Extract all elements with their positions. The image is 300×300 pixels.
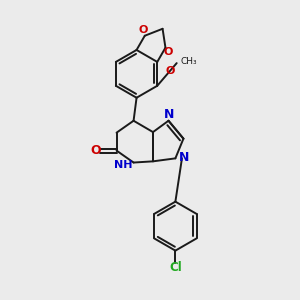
Text: O: O	[139, 26, 148, 35]
Text: O: O	[90, 144, 101, 157]
Text: Cl: Cl	[169, 262, 182, 275]
Text: N: N	[178, 151, 189, 164]
Text: O: O	[166, 66, 175, 76]
Text: NH: NH	[114, 160, 132, 170]
Text: CH₃: CH₃	[181, 57, 197, 66]
Text: N: N	[164, 108, 174, 121]
Text: O: O	[163, 47, 172, 57]
